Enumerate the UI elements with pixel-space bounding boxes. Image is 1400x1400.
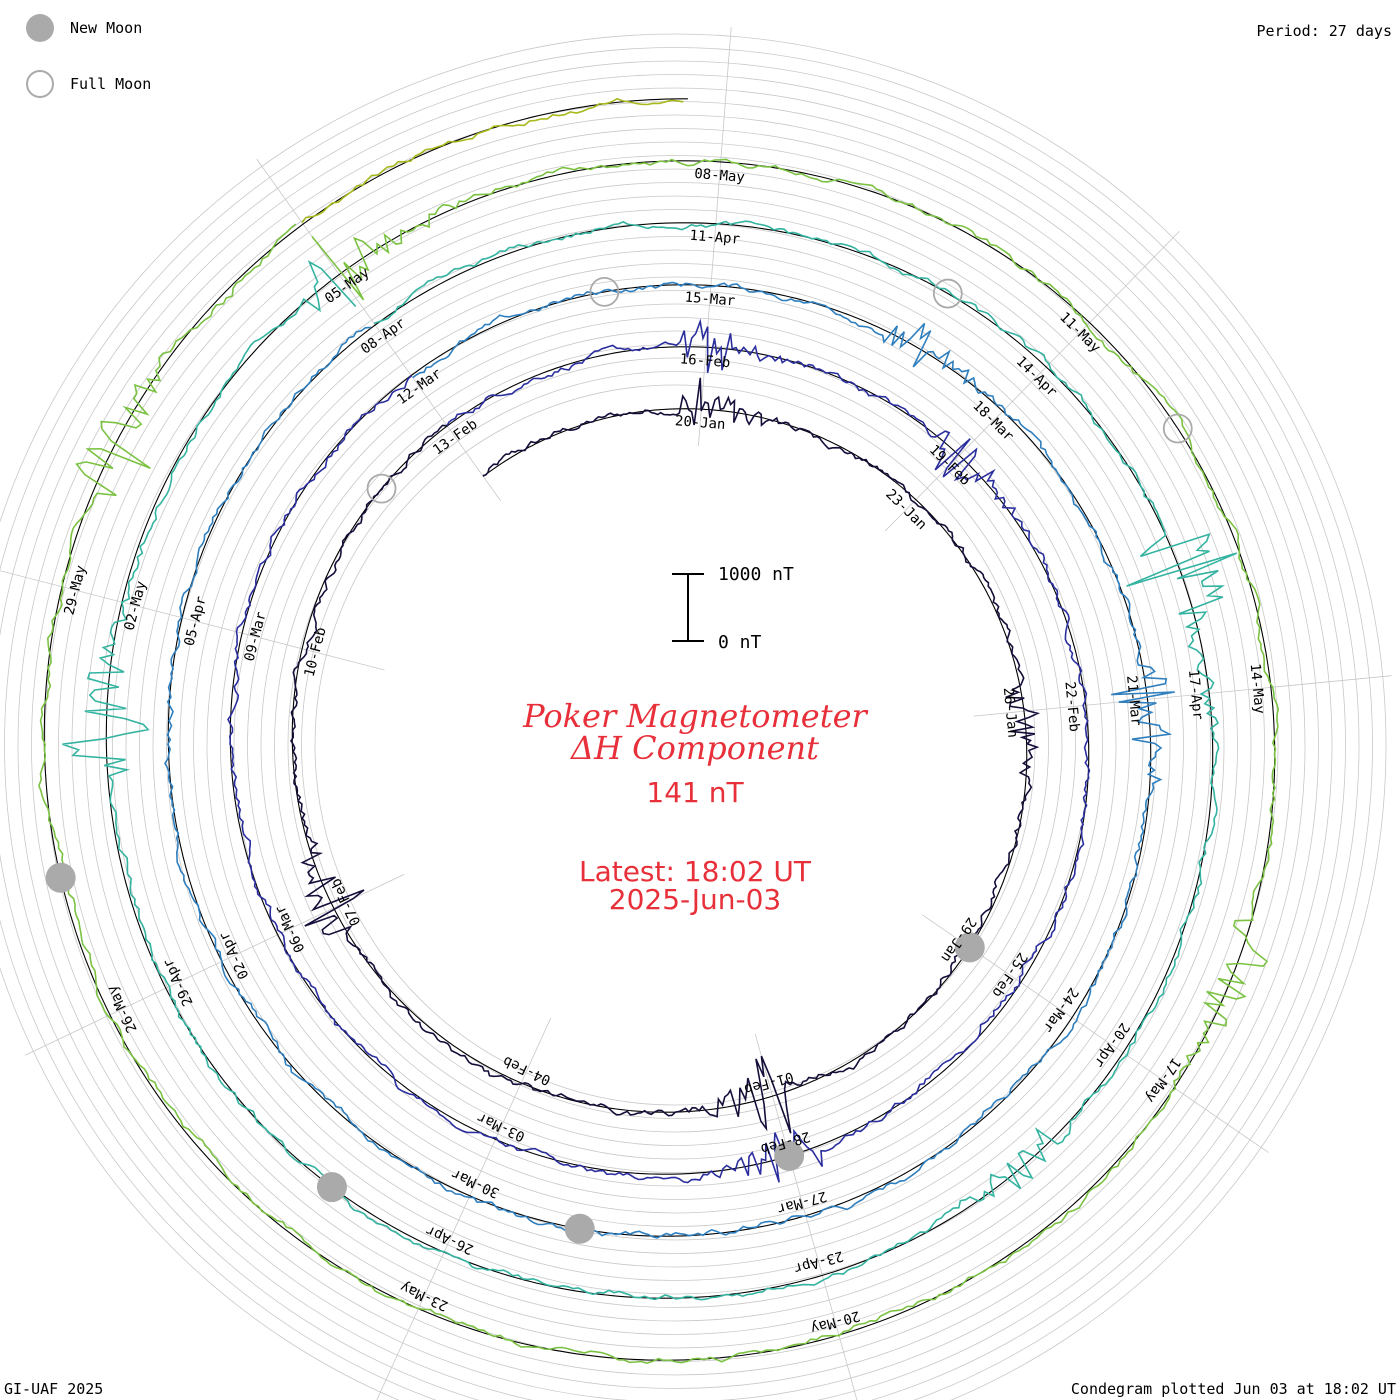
grid-ring bbox=[220, 290, 1130, 1200]
date-label: 08-Apr bbox=[358, 315, 408, 357]
full-moon-marker bbox=[366, 473, 397, 504]
grid-spoke bbox=[698, 27, 732, 446]
period-label: Period: 27 days bbox=[1256, 22, 1392, 40]
new-moon-icon bbox=[26, 14, 54, 42]
grid-ring bbox=[206, 276, 1144, 1214]
grid-ring bbox=[112, 182, 1238, 1308]
new-moon-marker bbox=[316, 1172, 347, 1203]
series-line bbox=[290, 377, 1041, 1134]
latest-date: 2025-Jun-03 bbox=[608, 883, 782, 916]
date-label: 15-Mar bbox=[684, 290, 736, 310]
series-line bbox=[38, 158, 1280, 1365]
grid-ring bbox=[314, 384, 1036, 1106]
grid-spoke bbox=[25, 873, 405, 1056]
date-label: 02-Apr bbox=[216, 929, 252, 982]
grid-ring bbox=[233, 303, 1117, 1187]
grid-ring bbox=[17, 87, 1333, 1400]
grid-ring bbox=[139, 209, 1211, 1281]
grid-ring bbox=[247, 317, 1103, 1173]
date-label: 12-Mar bbox=[394, 366, 444, 408]
series-line bbox=[227, 318, 1091, 1184]
date-label: 26-Jan bbox=[1000, 687, 1021, 739]
reference-rings bbox=[43, 98, 1276, 1361]
full-moon-icon bbox=[26, 70, 54, 98]
baseline-spiral bbox=[43, 98, 1276, 1361]
date-label: 08-May bbox=[694, 166, 746, 186]
grid-ring bbox=[85, 155, 1265, 1335]
full-moon-marker bbox=[1162, 413, 1193, 444]
grid-ring bbox=[98, 168, 1252, 1322]
grid-ring bbox=[0, 47, 1373, 1400]
date-label: 30-Mar bbox=[449, 1165, 502, 1201]
date-label: 14-May bbox=[1247, 663, 1268, 715]
legend-new-moon-label: New Moon bbox=[70, 19, 143, 37]
grid-ring bbox=[31, 101, 1319, 1389]
grid-ring bbox=[0, 33, 1387, 1400]
full-moon-marker bbox=[589, 276, 620, 307]
date-label: 21-Mar bbox=[1123, 675, 1144, 727]
date-label: 20-Jan bbox=[674, 413, 726, 433]
grid-ring bbox=[287, 357, 1063, 1133]
scale-bar: 1000 nT 0 nT bbox=[672, 564, 794, 653]
chart-title: Poker Magnetometer bbox=[523, 697, 867, 735]
grid-ring bbox=[125, 195, 1225, 1295]
legend-full-moon: Full Moon bbox=[26, 70, 151, 98]
date-label: 17-Apr bbox=[1185, 669, 1206, 721]
date-label: 26-May bbox=[104, 983, 140, 1036]
date-label: 16-Feb bbox=[679, 351, 731, 371]
new-moon-marker bbox=[954, 932, 985, 963]
new-moon-marker bbox=[774, 1140, 805, 1171]
scale-bar-bottom-label: 0 nT bbox=[718, 632, 762, 653]
date-label: 11-Apr bbox=[689, 228, 741, 248]
legend-full-moon-label: Full Moon bbox=[70, 75, 152, 93]
full-moon-marker bbox=[932, 278, 963, 309]
footer-plotted: Condegram plotted Jun 03 at 18:02 UT bbox=[1070, 1380, 1396, 1398]
series-line bbox=[164, 281, 1175, 1239]
series-lines bbox=[38, 97, 1280, 1365]
grid-spoke bbox=[973, 675, 1392, 717]
new-moon-marker bbox=[45, 862, 76, 893]
new-moon-marker bbox=[564, 1213, 595, 1244]
latest-time: Latest: 18:02 UT bbox=[578, 855, 812, 888]
grid-spoke bbox=[256, 158, 502, 502]
current-value: 141 nT bbox=[646, 776, 744, 809]
grid-ring bbox=[0, 60, 1360, 1400]
grid-ring bbox=[4, 74, 1346, 1400]
grid-ring bbox=[71, 141, 1279, 1349]
grid-spoke bbox=[754, 1033, 858, 1400]
grid-ring bbox=[179, 249, 1171, 1241]
date-label: 20-May bbox=[809, 1307, 862, 1336]
footer-credit: GI-UAF 2025 bbox=[4, 1380, 104, 1398]
grid-ring bbox=[166, 236, 1184, 1254]
grid-ring bbox=[301, 371, 1049, 1119]
series-line bbox=[301, 97, 684, 224]
moon-markers bbox=[45, 276, 1193, 1244]
scale-bar-top-label: 1000 nT bbox=[718, 564, 794, 585]
grid-spoke bbox=[884, 230, 1180, 532]
series-line bbox=[62, 220, 1238, 1301]
legend-new-moon: New Moon bbox=[26, 14, 142, 42]
chart-subtitle: ΔH Component bbox=[570, 729, 820, 767]
date-label: 22-Feb bbox=[1061, 681, 1082, 733]
date-label: 20-Apr bbox=[1091, 1019, 1133, 1070]
grid-spoke bbox=[376, 1017, 552, 1400]
date-label: 24-Mar bbox=[1039, 984, 1081, 1035]
